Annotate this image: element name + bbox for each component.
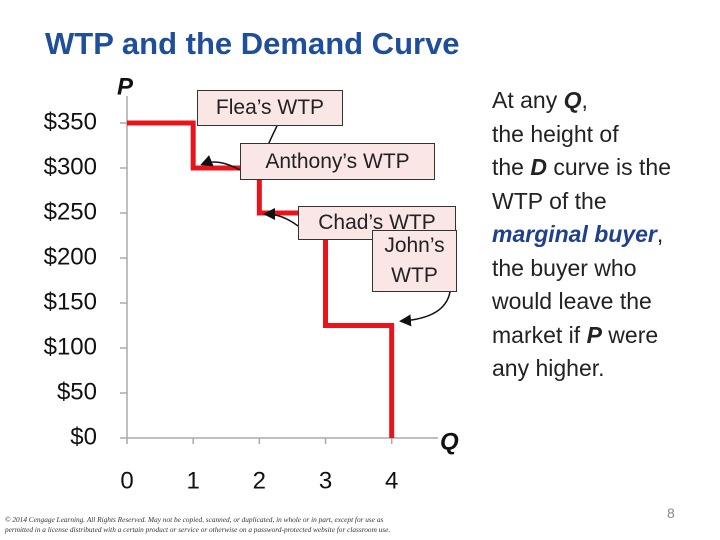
demand-curve <box>127 120 395 438</box>
y-tick-label: $50 <box>57 378 97 405</box>
annotation: Flea’s WTP <box>215 96 325 119</box>
y-tick-label: $100 <box>44 333 97 360</box>
annotation-box: John’s WTP <box>372 230 457 292</box>
y-tick-label: $0 <box>70 423 97 450</box>
y-tick-label: $300 <box>44 153 97 180</box>
chart-title: WTP and the Demand Curve <box>45 26 460 61</box>
text: permitted in a license distributed with … <box>5 525 391 534</box>
text: D <box>530 154 547 180</box>
annotation-box: Anthony’s WTP <box>240 143 435 180</box>
text: © 2014 Cengage Learning. All Rights Rese… <box>5 515 384 524</box>
annotation: Anthony’s WTP <box>265 149 410 173</box>
copyright: © 2014 Cengage Learning. All Rights Rese… <box>5 515 390 535</box>
x-tick-label: 0 <box>120 467 133 494</box>
text: Q <box>563 87 582 113</box>
y-tick-label: $200 <box>44 243 97 270</box>
text: the height of <box>492 120 619 147</box>
text: curve is the <box>547 154 671 180</box>
annotation-box: Flea’s WTP <box>197 90 343 126</box>
arrow <box>399 291 451 327</box>
text: P <box>586 321 602 348</box>
text: the <box>492 154 531 180</box>
y-axis-label: P <box>117 73 134 100</box>
x-tick-label: 2 <box>253 467 266 494</box>
y-tick-label: $150 <box>44 288 97 315</box>
text: WTP of the <box>492 187 607 214</box>
y-tick-label: $350 <box>44 108 97 135</box>
x-axis-label: Q <box>440 428 459 455</box>
arrow <box>200 155 241 171</box>
side-text: At any Q, the height of the D curve is t… <box>492 84 671 386</box>
y-tick-label: $250 <box>44 198 97 225</box>
text: At any <box>492 87 564 113</box>
text: market if <box>492 321 587 348</box>
text: any higher. <box>492 355 605 381</box>
arrow <box>263 208 299 227</box>
x-tick-label: 1 <box>186 467 199 494</box>
x-tick-label: 3 <box>319 467 332 494</box>
annotation: Chad’s WTP <box>318 211 436 234</box>
text: , <box>656 221 664 247</box>
annotation: John’s WTP <box>384 234 445 287</box>
text: marginal buyer <box>492 221 657 247</box>
text: would leave the <box>492 288 652 314</box>
text: the buyer who <box>492 254 637 281</box>
x-tick-label: 4 <box>385 467 398 494</box>
text: were <box>601 321 659 348</box>
page-number: 8 <box>667 505 675 521</box>
text: , <box>581 87 588 113</box>
